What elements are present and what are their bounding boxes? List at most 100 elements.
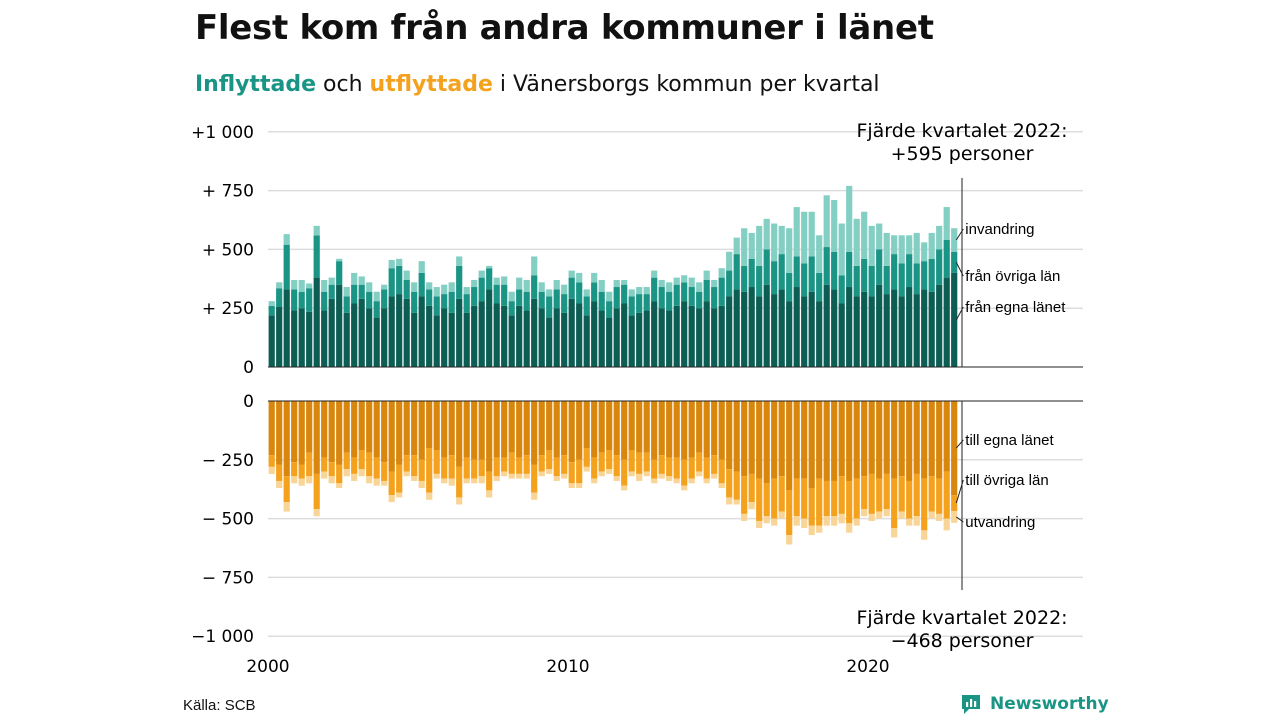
inflow-in-imm-bar — [688, 277, 695, 288]
outflow-out-own-bar — [373, 401, 380, 458]
outflow-out-own-bar — [883, 401, 890, 474]
x-tick-label: 2020 — [846, 657, 889, 677]
inflow-in-other-bar — [688, 287, 695, 306]
outflow-out-emig-bar — [748, 502, 755, 510]
inflow-in-own-bar — [666, 310, 673, 367]
inflow-in-own-bar — [403, 298, 410, 367]
outflow-out-own-bar — [936, 401, 943, 479]
outflow-out-own-bar — [606, 401, 613, 451]
x-tick-label: 2010 — [546, 657, 589, 677]
inflow-in-own-bar — [808, 291, 815, 367]
bottom-y-tick-label: − 500 — [202, 510, 254, 530]
bottom-y-tick-label: − 250 — [202, 451, 254, 471]
outflow-out-other-bar — [943, 471, 950, 519]
outflow-out-other-bar — [403, 455, 410, 472]
migration-chart: +1 000 + 750 + 500 + 250 0 0 − 250 − 500 − 750 −1… — [191, 120, 1083, 677]
outflow-out-emig-bar — [703, 478, 710, 484]
inflow-in-own-bar — [268, 315, 275, 367]
inflow-in-imm-bar — [771, 223, 778, 262]
outflow-out-own-bar — [298, 401, 305, 465]
inflow-in-other-bar — [786, 272, 793, 302]
outflow-out-other-bar — [883, 473, 890, 510]
inflow-in-other-bar — [291, 289, 298, 311]
inflow-in-own-bar — [906, 287, 913, 367]
outflow-out-emig-bar — [816, 525, 823, 533]
outflow-out-other-bar — [516, 457, 523, 474]
outflow-out-own-bar — [861, 401, 868, 477]
inflow-in-imm-bar — [928, 232, 935, 259]
inflow-in-own-bar — [861, 291, 868, 367]
outflow-out-other-bar — [621, 459, 628, 486]
inflow-in-own-bar — [838, 303, 845, 367]
outflow-out-own-bar — [591, 401, 598, 458]
outflow-out-own-bar — [351, 401, 358, 458]
outflow-out-other-bar — [928, 476, 935, 512]
inflow-in-imm-bar — [598, 279, 605, 292]
inflow-in-other-bar — [936, 249, 943, 285]
inflow-in-imm-bar — [366, 282, 373, 292]
outflow-out-own-bar — [508, 401, 515, 453]
outflow-out-own-bar — [726, 401, 733, 470]
inflow-in-own-bar — [673, 305, 680, 367]
outflow-out-emig-bar — [411, 476, 418, 481]
outflow-out-emig-bar — [463, 478, 470, 484]
bottom-annotation-value: −468 personer — [891, 630, 1034, 652]
inflow-in-own-bar — [681, 301, 688, 367]
inflow-in-other-bar — [801, 263, 808, 297]
inflow-in-imm-bar — [568, 270, 575, 278]
inflow-in-other-bar — [343, 296, 350, 313]
legend-leader-line — [956, 516, 964, 523]
outflow-out-own-bar — [868, 401, 875, 474]
inflow-in-own-bar — [306, 311, 313, 367]
inflow-in-own-bar — [493, 303, 500, 367]
inflow-in-imm-bar — [943, 207, 950, 240]
inflow-bars — [268, 185, 958, 367]
inflow-in-other-bar — [636, 294, 643, 313]
inflow-in-other-bar — [658, 287, 665, 309]
inflow-in-imm-bar — [606, 291, 613, 302]
top-y-tick-label: + 750 — [202, 182, 254, 202]
inflow-in-imm-bar — [523, 279, 530, 292]
inflow-in-other-bar — [763, 249, 770, 285]
inflow-in-other-bar — [606, 301, 613, 318]
inflow-in-imm-bar — [643, 287, 650, 295]
inflow-in-imm-bar — [808, 211, 815, 257]
outflow-out-emig-bar — [861, 509, 868, 517]
inflow-in-other-bar — [433, 296, 440, 316]
inflow-in-own-bar — [816, 301, 823, 367]
outflow-out-emig-bar — [576, 483, 583, 489]
outflow-out-own-bar — [418, 401, 425, 460]
inflow-in-other-bar — [906, 254, 913, 288]
outflow-out-other-bar — [771, 478, 778, 519]
outflow-out-emig-bar — [658, 473, 665, 479]
inflow-in-other-bar — [748, 258, 755, 288]
outflow-out-other-bar — [576, 459, 583, 484]
inflow-in-own-bar — [801, 296, 808, 367]
outflow-out-other-bar — [613, 455, 620, 477]
inflow-in-other-bar — [583, 296, 590, 316]
outflow-out-other-bar — [853, 478, 860, 519]
inflow-in-other-bar — [463, 294, 470, 313]
outflow-out-other-bar — [816, 478, 823, 526]
outflow-out-own-bar — [561, 401, 568, 456]
inflow-in-other-bar — [876, 249, 883, 285]
outflow-out-own-bar — [366, 401, 373, 453]
outflow-out-other-bar — [913, 473, 920, 517]
inflow-in-other-bar — [396, 265, 403, 295]
outflow-out-emig-bar — [711, 473, 718, 479]
inflow-in-other-bar — [808, 256, 815, 292]
inflow-in-own-bar — [313, 277, 320, 367]
inflow-in-other-bar — [613, 287, 620, 309]
outflow-out-emig-bar — [921, 530, 928, 540]
outflow-out-emig-bar — [373, 478, 380, 486]
inflow-in-other-bar — [561, 294, 568, 313]
outflow-out-own-bar — [321, 401, 328, 458]
outflow-legend-out-other: till övriga län — [965, 472, 1048, 489]
inflow-in-own-bar — [523, 310, 530, 367]
inflow-in-own-bar — [823, 284, 830, 367]
outflow-out-own-bar — [426, 401, 433, 449]
inflow-in-imm-bar — [546, 289, 553, 297]
outflow-out-emig-bar — [546, 469, 553, 474]
outflow-out-own-bar — [523, 401, 530, 456]
inflow-in-imm-bar — [418, 261, 425, 273]
